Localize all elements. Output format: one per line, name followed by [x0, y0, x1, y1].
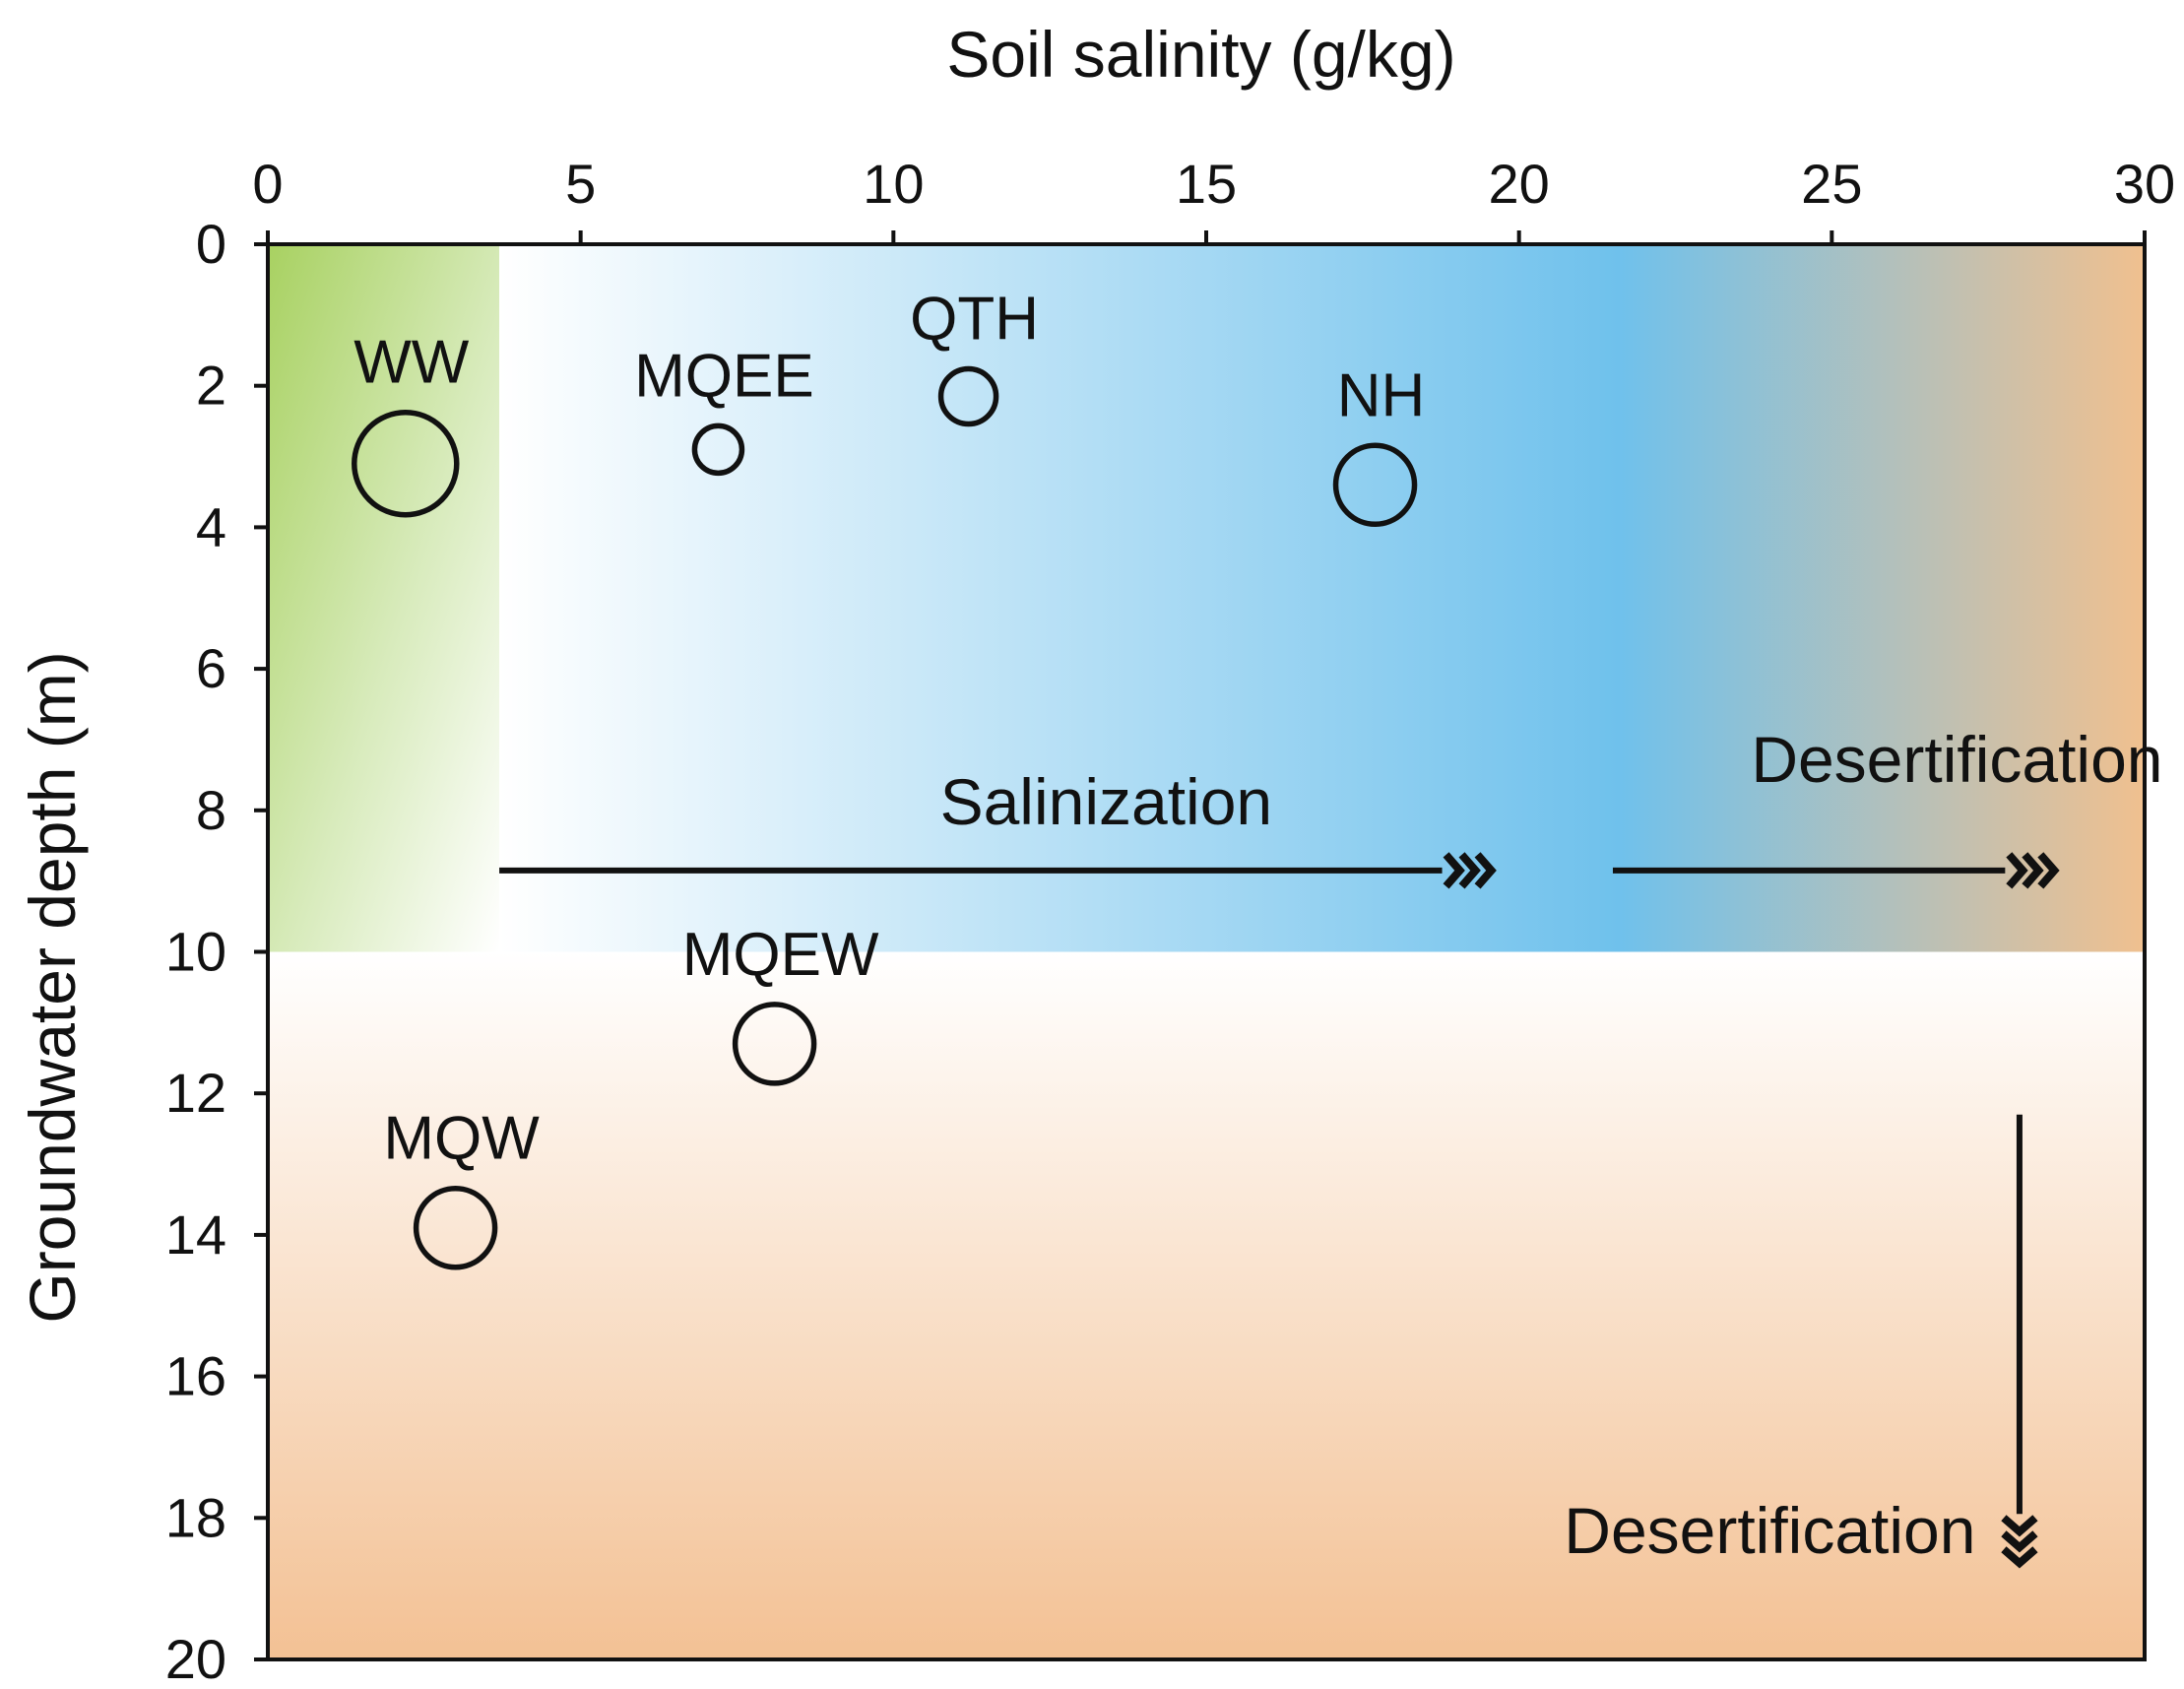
- arrow-chevron: [1474, 852, 1497, 889]
- y-tick-label: 20: [165, 1628, 226, 1684]
- y-axis-title: Groundwater depth (m): [16, 651, 89, 1323]
- arrow-chevron: [1443, 852, 1465, 889]
- data-point-marker: [352, 409, 460, 518]
- y-tick-label: 10: [165, 921, 226, 983]
- arrow-chevron: [1458, 852, 1481, 889]
- annotation-label: Desertification: [1564, 1494, 1975, 1567]
- arrow-chevron: [2001, 1530, 2038, 1553]
- x-tick-label: 20: [1489, 153, 1550, 215]
- annotation-2: Desertification: [1612, 723, 2162, 889]
- data-point-label: MQEE: [634, 342, 814, 410]
- y-tick-label: 12: [165, 1062, 226, 1124]
- annotation-label: Desertification: [1751, 723, 2162, 796]
- background-regions: [268, 244, 2145, 1659]
- data-point-nh: NH: [1332, 361, 1426, 528]
- y-tick-label: 18: [165, 1486, 226, 1548]
- annotation-1: Salinization: [499, 765, 1497, 889]
- salinization-region: [499, 244, 2145, 952]
- x-tick-label: 30: [2114, 153, 2175, 215]
- data-point-label: NH: [1337, 361, 1426, 429]
- y-tick-label: 0: [196, 213, 226, 275]
- low-salinity-region: [268, 244, 500, 952]
- arrow-chevron: [2001, 1515, 2038, 1537]
- arrow-chevron: [2001, 1546, 2038, 1569]
- data-point-mqee: MQEE: [634, 342, 814, 477]
- y-tick-label: 2: [196, 355, 226, 417]
- data-point-marker: [1332, 442, 1418, 528]
- annotation-3: Desertification: [1564, 1114, 2038, 1569]
- x-tick-label: 5: [565, 153, 596, 215]
- deep-groundwater-region: [268, 951, 2145, 1659]
- y-ticks: 0 2 4 6 8 10 12 14 16 18 20: [165, 213, 268, 1689]
- y-tick-label: 16: [165, 1345, 226, 1407]
- data-point-marker: [937, 365, 999, 427]
- data-point-qth: QTH: [910, 285, 1039, 427]
- annotations: Salinization Desertification Desertificati…: [499, 723, 2162, 1569]
- data-point-marker: [413, 1185, 498, 1270]
- x-axis-title: Soil salinity (g/kg): [946, 18, 1455, 91]
- data-points: WW MQEE QTH NH MQEW MQW: [352, 285, 1426, 1270]
- y-tick-label: 4: [196, 495, 226, 557]
- data-point-label: WW: [353, 329, 470, 397]
- arrow-chevron: [2006, 852, 2028, 889]
- x-tick-label: 0: [252, 153, 283, 215]
- x-tick-label: 10: [863, 153, 924, 215]
- annotation-label: Salinization: [940, 765, 1273, 838]
- data-point-label: MQW: [383, 1105, 540, 1173]
- data-point-label: MQEW: [682, 921, 879, 989]
- x-ticks: 0 5 10 15 20 25 30: [252, 153, 2175, 244]
- data-point-label: QTH: [910, 285, 1039, 353]
- arrow-chevron: [2037, 852, 2060, 889]
- y-tick-label: 6: [196, 637, 226, 699]
- y-tick-label: 8: [196, 779, 226, 841]
- data-point-marker: [732, 1002, 817, 1086]
- data-point-mqew: MQEW: [682, 921, 879, 1086]
- y-tick-label: 14: [165, 1203, 226, 1266]
- x-tick-label: 15: [1176, 153, 1237, 215]
- arrow-chevron: [2022, 852, 2044, 889]
- data-point-mqw: MQW: [383, 1105, 540, 1270]
- x-tick-label: 25: [1801, 153, 1862, 215]
- data-point-ww: WW: [352, 329, 470, 518]
- data-point-marker: [691, 422, 745, 477]
